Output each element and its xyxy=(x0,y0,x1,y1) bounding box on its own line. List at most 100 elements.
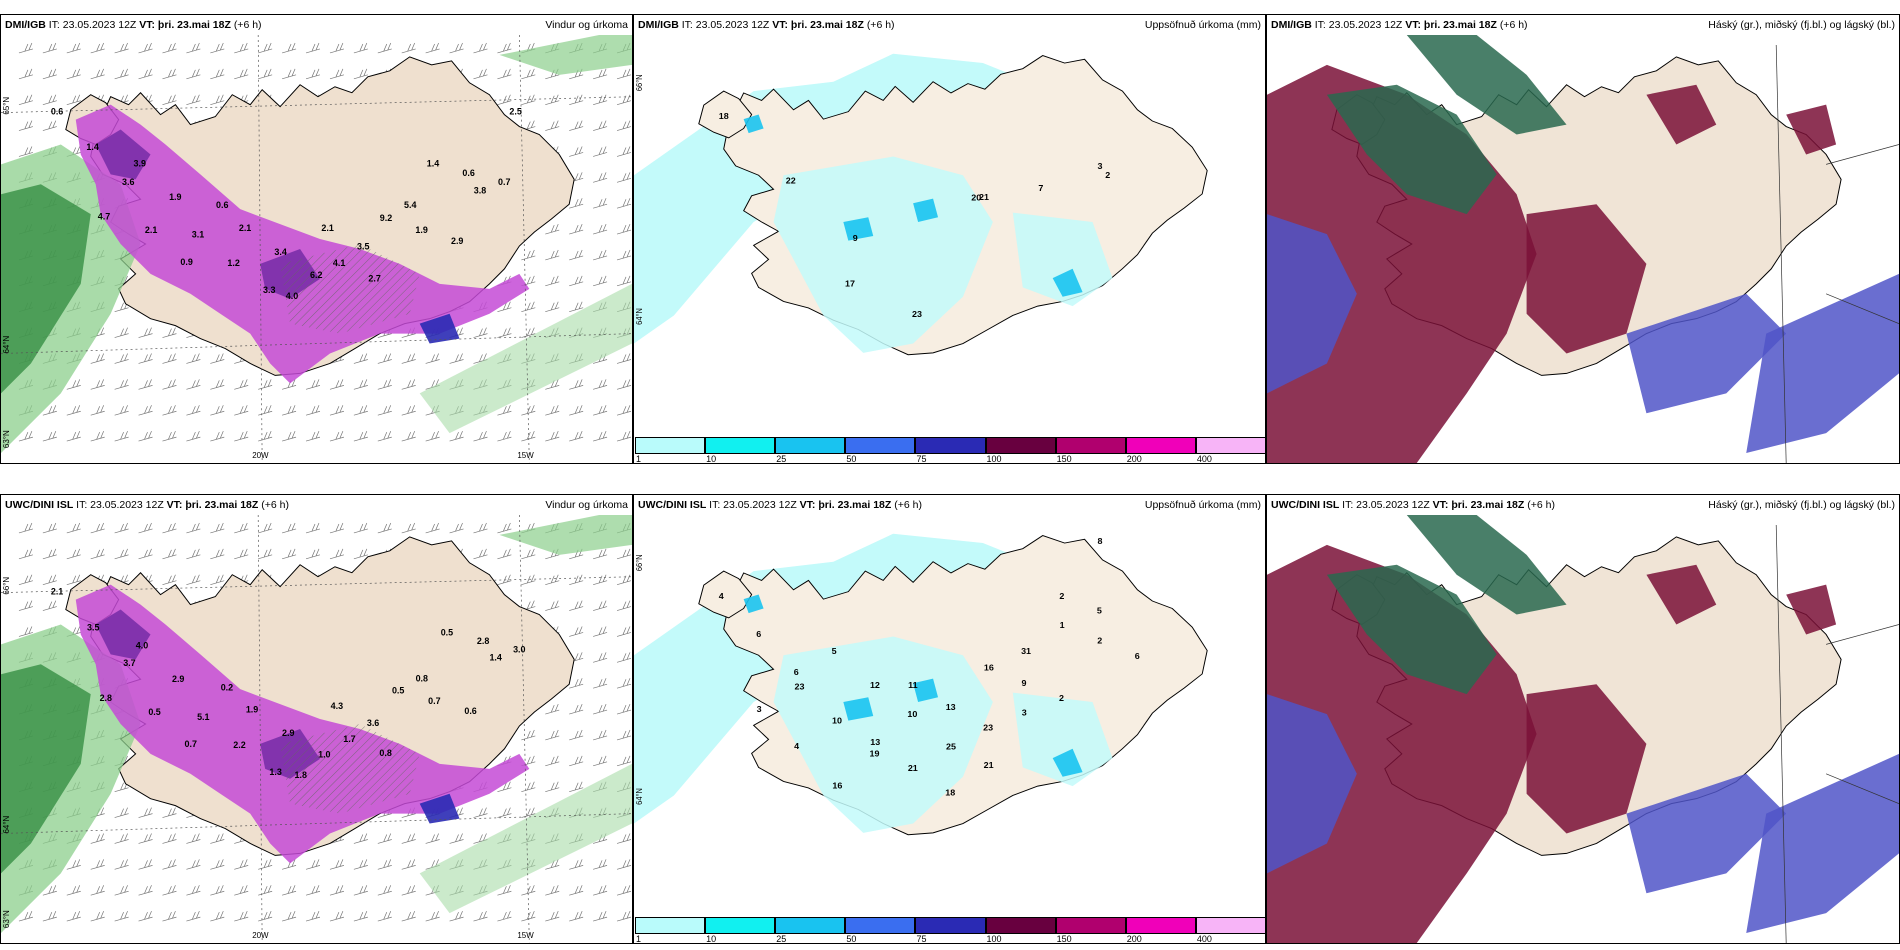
lat-axis-label: 66°N xyxy=(2,577,11,595)
colorbar-swatch xyxy=(985,437,1056,454)
colorbar-label: 100 xyxy=(986,454,1002,464)
precip-band-dark xyxy=(1,184,91,394)
precip-band-dark xyxy=(1,664,91,874)
colorbar-swatch xyxy=(1055,437,1126,454)
value-label: 22 xyxy=(786,176,796,186)
low-cloud-area xyxy=(1746,753,1899,934)
lat-axis-label: 66°N xyxy=(635,554,644,571)
panel-header: DMI/IGB IT: 23.05.2023 12Z VT: þri. 23.m… xyxy=(1,15,632,35)
value-label: 2 xyxy=(1059,591,1064,601)
panel-title: Uppsöfnuð úrkoma (mm) xyxy=(1144,19,1261,31)
lat-axis-label: 64°N xyxy=(635,788,644,805)
value-label: 5.1 xyxy=(197,712,209,722)
colorbar-label: 1 xyxy=(636,454,642,464)
heavy-precip-core xyxy=(95,609,151,660)
value-label: 3.5 xyxy=(357,241,369,251)
value-label: 1.3 xyxy=(269,767,281,777)
precip-colorbar: 1 10 25 50 75 100 150 200 400 xyxy=(634,437,1265,463)
colorbar-swatch xyxy=(915,917,986,934)
colorbar-label: 10 xyxy=(706,934,717,944)
colorbar-swatch xyxy=(635,437,706,454)
panel-title: Háský (gr.), miðský (fj.bl.) og lágský (… xyxy=(1708,499,1895,511)
value-label: 0.7 xyxy=(428,696,440,706)
value-label: 3 xyxy=(757,704,762,714)
panel-title: Uppsöfnuð úrkoma (mm) xyxy=(1144,499,1261,511)
colorbar-label: 200 xyxy=(1126,934,1142,944)
value-label: 21 xyxy=(984,760,994,770)
value-label: 11 xyxy=(908,680,918,690)
precip-area-moderate xyxy=(743,594,764,614)
colorbar-label: 50 xyxy=(846,454,857,464)
cloud-cover-map xyxy=(1267,515,1899,943)
value-label: 13 xyxy=(870,737,880,747)
precip-band-light xyxy=(499,35,632,75)
panel-header: DMI/IGB IT: 23.05.2023 12Z VT: þri. 23.m… xyxy=(1267,15,1899,35)
panel-title: Háský (gr.), miðský (fj.bl.) og lágský (… xyxy=(1708,19,1895,31)
value-label: 1.0 xyxy=(318,750,330,760)
value-label: 18 xyxy=(719,111,729,121)
colorbar-label: 150 xyxy=(1056,934,1072,944)
colorbar-swatch xyxy=(845,437,916,454)
precip-area-light xyxy=(1012,212,1113,307)
low-cloud-area xyxy=(1626,773,1787,894)
panel-dmi-precip: DMI/IGB IT: 23.05.2023 12Z VT: þri. 23.m… xyxy=(633,14,1266,464)
low-cloud-area xyxy=(1267,694,1357,874)
value-label: 2.9 xyxy=(282,728,294,738)
value-label: 2 xyxy=(1059,693,1064,703)
hatched-area xyxy=(280,244,420,334)
value-label: 1.9 xyxy=(415,225,427,235)
mid-cloud-area xyxy=(1526,204,1647,354)
value-label: 1.4 xyxy=(86,142,98,152)
colorbar-label: 1 xyxy=(636,934,642,944)
accumulated-precip-map: 18 22 9 17 23 21 20 7 2 3 66°N 64°N xyxy=(634,35,1265,437)
mid-cloud-area xyxy=(1786,584,1837,635)
colorbar-label: 400 xyxy=(1196,454,1212,464)
heavy-precip-core xyxy=(95,129,151,180)
value-label: 12 xyxy=(870,680,880,690)
value-label: 0.6 xyxy=(464,706,476,716)
value-label: 1.9 xyxy=(246,704,258,714)
value-label: 3 xyxy=(1098,161,1103,171)
value-label: 25 xyxy=(946,742,956,752)
colorbar-swatch xyxy=(1125,917,1196,934)
precip-band-light xyxy=(419,283,632,434)
colorbar-swatch xyxy=(915,437,986,454)
value-label: 4.0 xyxy=(136,640,148,650)
map-svg xyxy=(1267,35,1899,463)
value-label: 6.2 xyxy=(310,270,322,280)
value-label: 4.0 xyxy=(286,291,298,301)
mid-cloud-area xyxy=(1646,564,1717,625)
hatched-area xyxy=(280,724,420,814)
value-label: 6 xyxy=(756,629,761,639)
value-label: 3.3 xyxy=(263,285,275,295)
value-label: 9 xyxy=(853,233,858,243)
colorbar-label: 150 xyxy=(1056,454,1072,464)
value-label: 2.8 xyxy=(100,693,112,703)
value-label: 2 xyxy=(1105,170,1110,180)
value-label: 2.5 xyxy=(509,107,521,117)
value-label: 2.1 xyxy=(51,587,63,597)
value-label: 9.2 xyxy=(380,213,392,223)
panel-title: Vindur og úrkoma xyxy=(545,19,628,31)
value-label: 4.1 xyxy=(333,258,345,268)
lat-axis-label: 65°N xyxy=(2,97,11,115)
value-label: 0.5 xyxy=(441,627,453,637)
value-label: 10 xyxy=(832,716,842,726)
value-label: 2 xyxy=(1097,636,1102,646)
value-label: 3.5 xyxy=(87,622,99,632)
wind-precip-map: 2.1 3.5 3.7 2.8 4.0 2.9 0.5 0.7 0.2 5.1 2.2 1.3 1.9 2… xyxy=(1,515,632,943)
value-label: 0.7 xyxy=(498,177,510,187)
colorbar-label: 25 xyxy=(776,454,787,464)
value-label: 5 xyxy=(832,646,837,656)
value-label: 3.8 xyxy=(474,186,486,196)
panel-header: UWC/DINI ISL IT: 23.05.2023 12Z VT: þri.… xyxy=(1,495,632,515)
value-label: 4.7 xyxy=(98,212,110,222)
precip-area-light xyxy=(773,636,993,833)
value-label: 13 xyxy=(946,702,956,712)
precip-area-moderate xyxy=(913,198,939,222)
precip-area-moderate xyxy=(743,114,764,134)
value-label: 21 xyxy=(979,192,989,202)
colorbar-swatch xyxy=(845,917,916,934)
value-label: 2.8 xyxy=(477,636,489,646)
